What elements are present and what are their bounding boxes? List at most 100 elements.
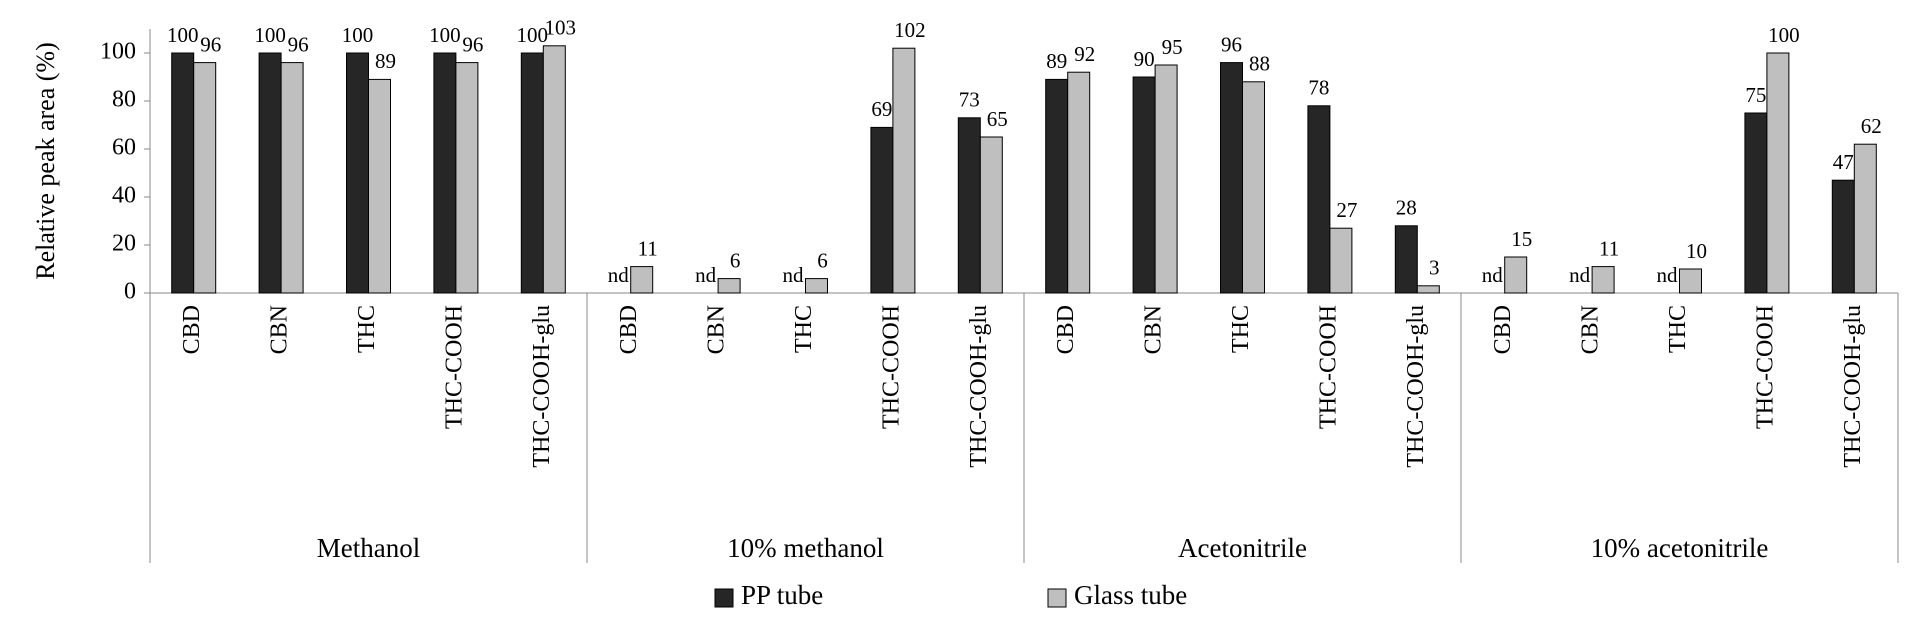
data-label: 100 [254,23,286,47]
x-tick-label: THC [1228,305,1254,353]
data-label: 11 [1599,236,1619,260]
x-tick-label: CBN [704,305,730,354]
bar [630,266,654,294]
data-label: 88 [1249,52,1270,76]
legend-swatch [714,588,734,608]
bar [717,278,741,294]
x-tick-label: THC-COOH [878,305,904,429]
group-label: Methanol [317,533,420,563]
data-label: 102 [894,18,926,42]
data-label: 96 [200,32,221,56]
data-label: 28 [1396,196,1417,220]
x-tick-label: CBD [1490,305,1516,354]
x-tick-label: THC-COOH-glu [966,305,992,468]
y-tick-label: 40 [112,183,136,209]
x-tick-label: THC-COOH-glu [1840,305,1866,468]
x-tick-label: CBD [179,305,205,354]
y-tick-label: 60 [112,135,136,161]
data-label: nd [783,263,805,287]
bar [1242,81,1265,294]
data-label: 11 [638,236,658,260]
bar [1394,225,1418,294]
data-label: 95 [1162,35,1183,59]
y-axis-label: Relative peak area (%) [31,42,60,279]
bar [1591,266,1615,294]
data-label: 69 [871,97,892,121]
x-tick-label: THC-COOH-glu [1403,305,1429,468]
x-tick-label: THC-COOH-glu [529,305,555,468]
data-label: nd [1657,263,1679,287]
data-label: 73 [959,88,980,112]
bar [1132,76,1156,294]
bar [805,278,828,294]
bar [433,52,457,294]
data-label: 96 [462,32,483,56]
data-label: 96 [288,32,309,56]
bar [1067,71,1091,294]
data-label: 15 [1511,227,1532,251]
bar [892,47,916,294]
data-label: 47 [1833,150,1854,174]
data-label: 78 [1308,76,1329,100]
y-tick-label: 0 [124,279,136,305]
x-tick-label: CBD [1053,305,1079,354]
y-tick-label: 80 [112,87,136,113]
bar [455,62,479,294]
x-tick-label: CBD [616,305,642,354]
data-label: nd [695,263,717,287]
x-tick-label: CBN [1578,305,1604,354]
data-label: 62 [1861,114,1882,138]
bar [193,62,217,294]
data-label: nd [1569,263,1591,287]
data-label: 75 [1745,83,1766,107]
bar [1744,112,1768,294]
group-label: Acetonitrile [1178,533,1307,563]
bar [368,78,391,294]
data-label: 100 [517,23,549,47]
bar [870,126,894,294]
y-tick-label: 20 [112,231,136,257]
bar [280,62,304,294]
bar [1853,143,1877,294]
legend-label: Glass tube [1074,580,1187,610]
x-tick-label: CBN [1141,305,1167,354]
x-tick-label: THC-COOH [1752,305,1778,429]
data-label: 89 [1046,49,1067,73]
data-label: 10 [1686,239,1707,263]
legend-label: PP tube [741,580,823,610]
bar [1154,64,1178,294]
data-label: 100 [342,23,374,47]
bar [1831,179,1855,294]
bar [1045,78,1069,294]
x-tick-label: THC [791,305,817,353]
group-label: 10% acetonitrile [1591,533,1769,563]
x-tick-label: THC-COOH [441,305,467,429]
bar [1504,256,1528,294]
data-label: 100 [429,23,461,47]
x-tick-label: THC-COOH [1315,305,1341,429]
bar [1307,105,1331,294]
data-label: 100 [167,23,199,47]
bar [542,45,566,294]
data-label: 3 [1429,256,1440,280]
bar [520,52,544,294]
legend-swatch [1047,588,1067,608]
data-label: nd [608,263,630,287]
data-label: nd [1482,263,1504,287]
data-label: 6 [730,248,741,272]
data-label: 92 [1074,42,1095,66]
bar [258,52,282,294]
bar [171,52,195,294]
bar [1416,285,1440,294]
bar [1766,52,1790,294]
bar [1679,268,1702,294]
x-tick-label: THC [1665,305,1691,353]
data-label: 89 [375,49,396,73]
bar [1220,62,1243,294]
bar [1329,227,1353,294]
x-tick-label: CBN [267,305,293,354]
data-label: 6 [817,248,828,272]
bar [346,52,369,294]
data-label: 27 [1336,198,1357,222]
